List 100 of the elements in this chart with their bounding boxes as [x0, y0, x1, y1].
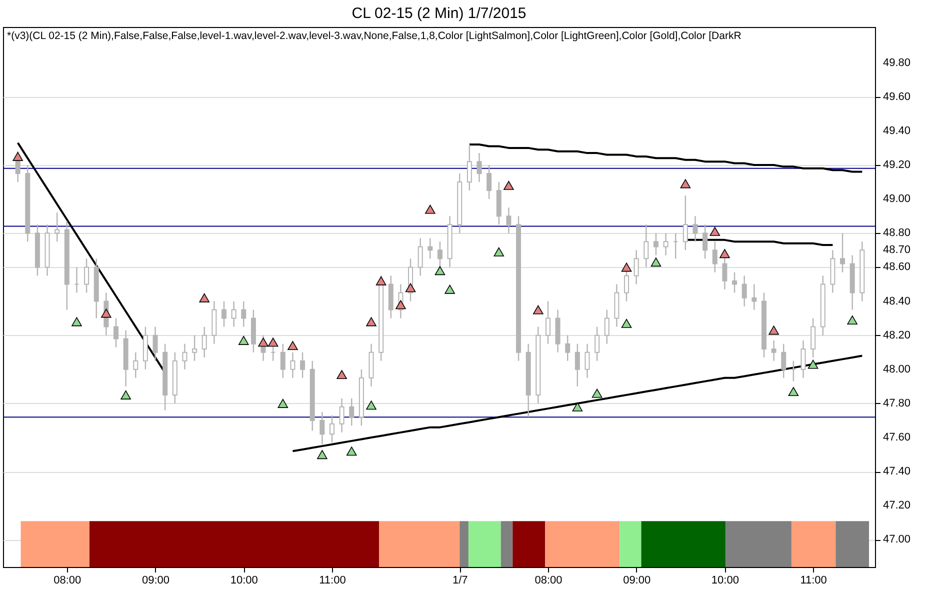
candlestick — [653, 232, 658, 256]
x-tick-label: 09:00 — [623, 574, 651, 586]
point — [808, 360, 818, 369]
point — [494, 247, 504, 256]
y-tick-label: 48.70 — [883, 244, 911, 256]
point — [621, 262, 632, 272]
y-tick-label: 48.40 — [883, 295, 911, 308]
point — [366, 400, 376, 410]
y-tick-label: 49.40 — [883, 124, 911, 137]
point — [444, 284, 455, 294]
point — [788, 387, 799, 396]
chart-title: CL 02-15 (2 Min) 1/7/2015 — [352, 5, 526, 22]
candlestick — [584, 343, 590, 379]
candlestick — [320, 411, 325, 445]
candlestick — [418, 238, 423, 276]
candlestick — [437, 241, 442, 268]
point — [425, 204, 436, 214]
y-tick-label: 47.00 — [883, 534, 911, 546]
candlestick — [692, 215, 698, 242]
candlestick — [732, 272, 738, 294]
point — [336, 370, 347, 380]
candlestick — [182, 343, 188, 370]
candlestick — [565, 334, 570, 362]
point — [317, 450, 328, 460]
candlestick — [771, 340, 776, 362]
candlestick — [231, 300, 236, 328]
point — [434, 266, 446, 276]
candlestick — [339, 398, 344, 434]
y-tick-label: 49.00 — [883, 193, 911, 206]
candlestick — [476, 152, 482, 183]
candlestick — [486, 164, 492, 200]
x-tick-label: 08:00 — [54, 574, 82, 586]
candlestick — [280, 343, 286, 379]
point — [592, 388, 602, 398]
candlestick — [202, 326, 207, 358]
point — [72, 317, 82, 326]
candlestick — [644, 224, 649, 268]
candlestick — [810, 318, 816, 358]
candlestick — [466, 144, 472, 192]
candlestick — [349, 398, 354, 426]
point — [288, 341, 298, 350]
candlestick — [604, 309, 610, 344]
point — [376, 276, 386, 286]
point — [396, 300, 406, 310]
candlestick — [840, 232, 846, 273]
point — [680, 179, 691, 188]
candlestick — [800, 340, 806, 379]
x-tick-label: 11:00 — [319, 574, 346, 586]
x-tick-label: 08:00 — [534, 574, 562, 586]
point — [720, 249, 730, 258]
point — [346, 446, 357, 456]
candlestick — [506, 206, 512, 234]
x-tick-label: 11:00 — [800, 574, 827, 586]
line-series — [468, 144, 864, 173]
point — [258, 338, 268, 347]
candlestick — [113, 318, 118, 348]
point — [847, 315, 858, 325]
candlestick — [192, 334, 198, 362]
candlestick — [752, 284, 757, 310]
candlestick — [221, 300, 226, 328]
point — [101, 308, 112, 318]
candlestick — [152, 326, 158, 362]
point — [366, 317, 376, 326]
point — [12, 152, 23, 161]
candlestick — [702, 224, 708, 260]
candlestick — [634, 250, 639, 285]
point — [533, 305, 544, 314]
candlestick — [428, 238, 433, 260]
x-tick-label: 09:00 — [142, 574, 170, 586]
candlestick — [712, 241, 718, 273]
y-tick-label: 48.80 — [883, 227, 911, 240]
y-tick-label: 48.20 — [883, 329, 911, 342]
x-tick-label: 10:00 — [230, 574, 258, 586]
candlestick — [329, 414, 334, 444]
candlestick — [663, 232, 668, 256]
candlestick — [133, 352, 138, 379]
annotation: *(v3)(CL 02-15 (2 Min),False,False,False,level-1.wav,level-2.wav,level-3.wav,None,False,1,8,Color [LightSalmon],Color [LightGreen],Color [Gold],Color [DarkR — [7, 30, 742, 42]
candlestick — [781, 343, 786, 379]
y-tick-label: 48.60 — [883, 261, 911, 274]
y-tick-label: 47.60 — [883, 432, 911, 444]
point — [572, 402, 583, 412]
y-tick-label: 47.20 — [883, 500, 911, 512]
point — [238, 336, 249, 345]
candlestick — [545, 300, 550, 344]
y-tick-label: 48.00 — [883, 363, 911, 376]
x-tick-label: 1/7 — [452, 574, 468, 586]
point — [710, 226, 720, 236]
candlestick — [742, 275, 747, 307]
y-tick-label: 49.60 — [883, 90, 911, 103]
candlestick — [290, 352, 296, 379]
candlestick — [682, 195, 688, 251]
candlestick — [574, 343, 580, 388]
y-tick-label: 49.80 — [883, 56, 911, 69]
point — [650, 258, 662, 267]
y-tick-label: 47.40 — [883, 466, 911, 478]
point — [405, 283, 416, 292]
point — [621, 318, 632, 328]
candlestick — [241, 300, 246, 328]
candlestick — [84, 258, 90, 294]
x-tick-label: 10:00 — [711, 574, 739, 586]
